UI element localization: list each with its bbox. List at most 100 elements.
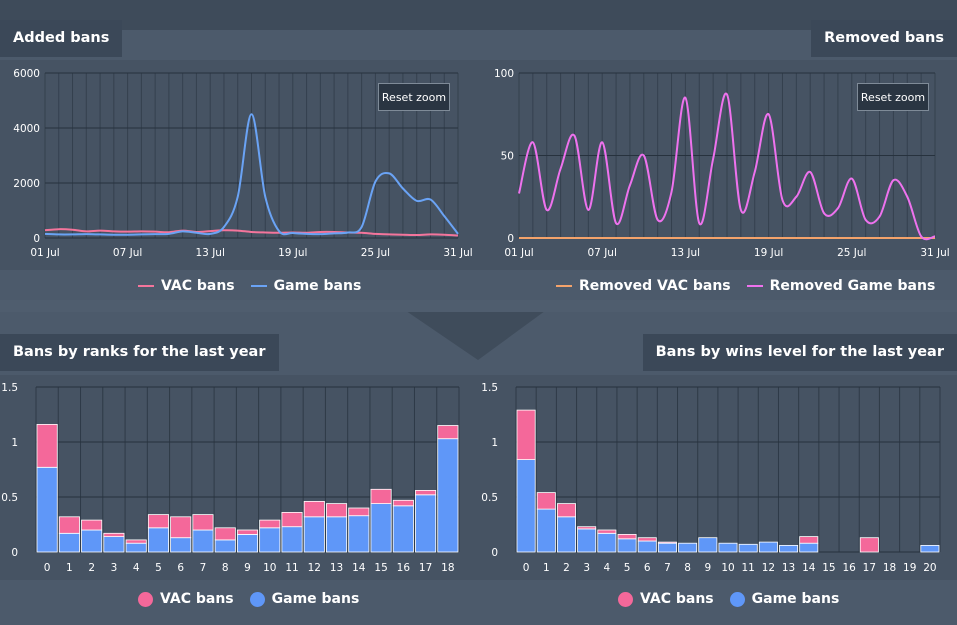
vac-bans-bar [516,409,536,460]
x-tick-label: 4 [133,562,140,574]
legend-label: VAC bans [160,591,234,607]
x-tick-label: 16 [842,562,856,574]
x-tick-label: 3 [583,562,590,574]
x-tick-label: 3 [111,562,118,574]
legend-item-vac-bans[interactable]: VAC bans [138,278,235,294]
y-tick-label: 1 [11,437,18,449]
y-tick-label: 0 [507,233,514,245]
game-bans-bar [348,515,370,553]
game-bans-bar [214,539,236,553]
y-tick-label: 100 [494,68,514,80]
legend-item-removed-game-bans[interactable]: Removed Game bans [746,278,936,294]
game-bans-bar [718,542,738,553]
y-tick-label: 1.5 [481,382,498,394]
panel-title: Bans by ranks for the last year [0,334,279,371]
vac-bans-bar [36,424,58,468]
reset-zoom-button[interactable]: Reset zoom [857,83,929,111]
x-tick-label: 12 [762,562,775,574]
x-tick-label: 31 Jul [920,247,949,259]
y-tick-label: 1.5 [1,382,18,394]
legend-label: Removed Game bans [769,278,936,294]
x-tick-label: 11 [285,562,298,574]
y-tick-label: 0.5 [1,492,18,504]
legend-dot-icon [618,591,633,607]
x-tick-label: 6 [177,562,184,574]
legend-item-vac-bans[interactable]: VAC bans [138,591,234,607]
vac-bans-bar [437,425,459,440]
game-bans-bar [678,542,698,553]
game-bans-bar [556,516,576,553]
game-bans-bar [779,544,799,553]
vac-bans-bar [859,537,879,553]
game-bans-bar [125,542,147,553]
bans-by-wins-chart[interactable]: 00.511.50 1 2 3 4 5 6 7 8 9 10 11 12 13 14 15 16 17 18 19 20 [478,375,957,580]
game-bans-bar [799,542,819,553]
legend-line-icon [746,285,763,287]
vac-bans-bar [81,519,103,531]
x-tick-label: 10 [721,562,734,574]
x-tick-label: 11 [742,562,755,574]
vac-bans-bar [281,511,303,528]
bans-by-ranks-chart[interactable]: 00.511.50 1 2 3 4 5 6 7 8 9 10 11 12 13 14 15 16 17 18 [0,375,478,580]
y-tick-label: 6000 [13,68,40,80]
y-tick-label: 0 [491,547,498,559]
game-bans-bar [536,508,556,553]
x-tick-label: 6 [644,562,651,574]
game-bans-bar [698,537,718,553]
ranks-panel: Bans by ranks for the last year [0,312,478,625]
vac-bans-bar [799,536,819,544]
x-tick-label: 25 Jul [837,247,866,259]
x-tick-label: 8 [684,562,691,574]
game-bans-bar [281,526,303,553]
legend-line-icon [138,285,154,287]
x-tick-label: 14 [352,562,366,574]
legend-item-game-bans[interactable]: Game bans [249,591,359,607]
legend-item-removed-vac-bans[interactable]: Removed VAC bans [556,278,731,294]
reset-zoom-button[interactable]: Reset zoom [378,83,450,111]
x-tick-label: 10 [263,562,276,574]
vac-bans-bar [556,503,576,518]
game-bans-bar [259,527,281,553]
game-bans-bar [577,528,597,553]
game-bans-bar [58,532,80,553]
vac-bans-bar [657,541,677,544]
y-tick-label: 4000 [13,123,40,135]
game-bans-bar [147,527,169,553]
vac-bans-bar [103,532,125,538]
vac-bans-bar [536,492,556,510]
x-tick-label: 07 Jul [588,247,617,259]
panel-title: Removed bans [811,20,957,57]
x-tick-label: 20 [923,562,936,574]
game-bans-bar [738,543,758,553]
y-tick-label: 0.5 [481,492,498,504]
legend-line-icon [556,285,572,287]
x-tick-label: 19 Jul [278,247,307,259]
legend-item-vac-bans[interactable]: VAC bans [618,591,714,607]
game-bans-bar [392,505,414,553]
x-tick-label: 25 Jul [361,247,390,259]
added-bans-panel: Added bans [0,0,478,310]
x-tick-label: 5 [624,562,631,574]
x-tick-label: 8 [222,562,229,574]
game-bans-bar [326,516,348,553]
vac-bans-bar [392,499,414,507]
legend-item-game-bans[interactable]: Game bans [729,591,839,607]
legend-label: Game bans [273,278,362,294]
vac-bans-bar [577,526,597,530]
x-tick-label: 01 Jul [30,247,59,259]
y-tick-label: 2000 [13,178,40,190]
x-tick-label: 0 [523,562,530,574]
game-bans-bar [236,533,259,553]
wins-legend: VAC bans Game bans [618,591,839,607]
vac-bans-bar [370,488,392,505]
game-bans-bar [920,544,940,553]
legend-dot-icon [729,591,745,607]
legend-item-game-bans[interactable]: Game bans [250,278,362,294]
series-line-game-bans [44,113,459,236]
y-tick-label: 0 [11,547,18,559]
x-tick-label: 19 [903,562,916,574]
vac-bans-bar [617,533,637,540]
x-tick-label: 13 [782,562,795,574]
game-bans-bar [758,541,778,553]
